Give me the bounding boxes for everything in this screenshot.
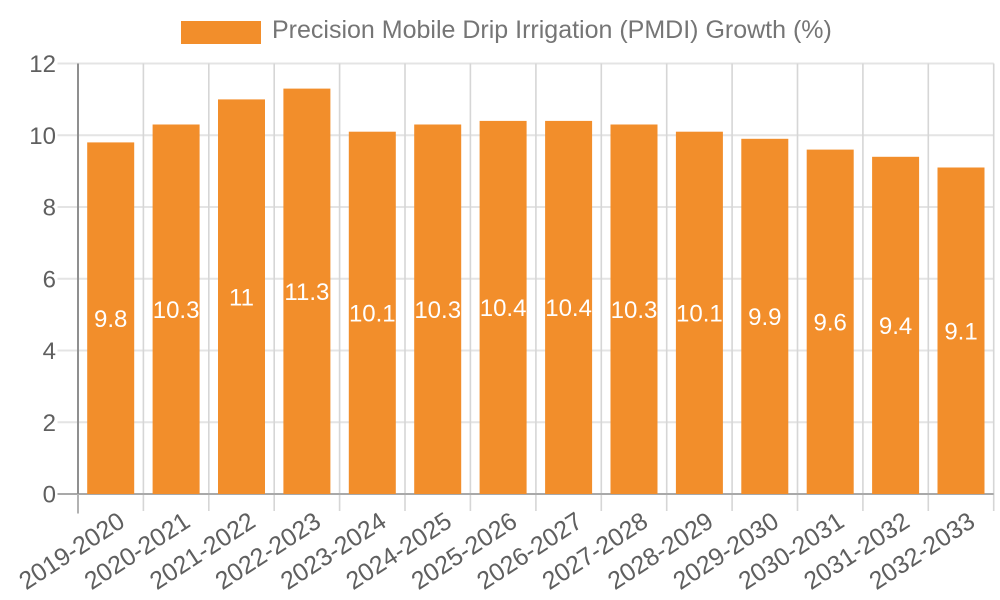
svg-text:10.4: 10.4	[545, 295, 592, 322]
svg-text:11: 11	[229, 284, 254, 311]
svg-text:0: 0	[43, 482, 56, 509]
svg-text:10.3: 10.3	[414, 297, 461, 324]
svg-text:10.3: 10.3	[153, 297, 200, 324]
svg-text:11.3: 11.3	[284, 279, 329, 306]
svg-text:9.6: 9.6	[814, 309, 847, 336]
svg-text:9.9: 9.9	[748, 304, 781, 331]
svg-text:12: 12	[29, 51, 56, 78]
svg-text:10: 10	[29, 123, 56, 150]
svg-text:Precision Mobile Drip Irrigati: Precision Mobile Drip Irrigation (PMDI) …	[272, 16, 832, 44]
svg-text:8: 8	[43, 195, 56, 222]
svg-text:10.4: 10.4	[480, 295, 527, 322]
svg-text:4: 4	[43, 338, 56, 365]
svg-text:2: 2	[43, 410, 56, 437]
svg-text:10.1: 10.1	[676, 300, 723, 327]
svg-text:6: 6	[43, 266, 56, 293]
svg-text:9.8: 9.8	[94, 306, 127, 333]
svg-text:10.3: 10.3	[611, 297, 658, 324]
svg-text:9.1: 9.1	[944, 318, 977, 345]
svg-text:10.1: 10.1	[349, 300, 396, 327]
svg-text:9.4: 9.4	[879, 313, 912, 340]
